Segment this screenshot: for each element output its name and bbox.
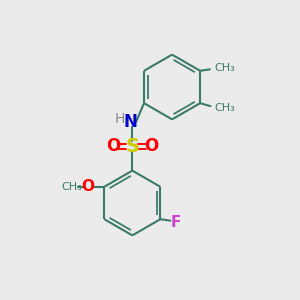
Text: S: S bbox=[125, 137, 139, 156]
Text: O: O bbox=[82, 179, 94, 194]
Text: O: O bbox=[106, 137, 120, 155]
Text: CH₃: CH₃ bbox=[215, 63, 236, 73]
Text: CH₃: CH₃ bbox=[61, 182, 82, 192]
Text: N: N bbox=[124, 113, 138, 131]
Text: O: O bbox=[144, 137, 159, 155]
Text: F: F bbox=[170, 214, 181, 230]
Text: H: H bbox=[115, 112, 125, 126]
Text: CH₃: CH₃ bbox=[215, 103, 236, 112]
